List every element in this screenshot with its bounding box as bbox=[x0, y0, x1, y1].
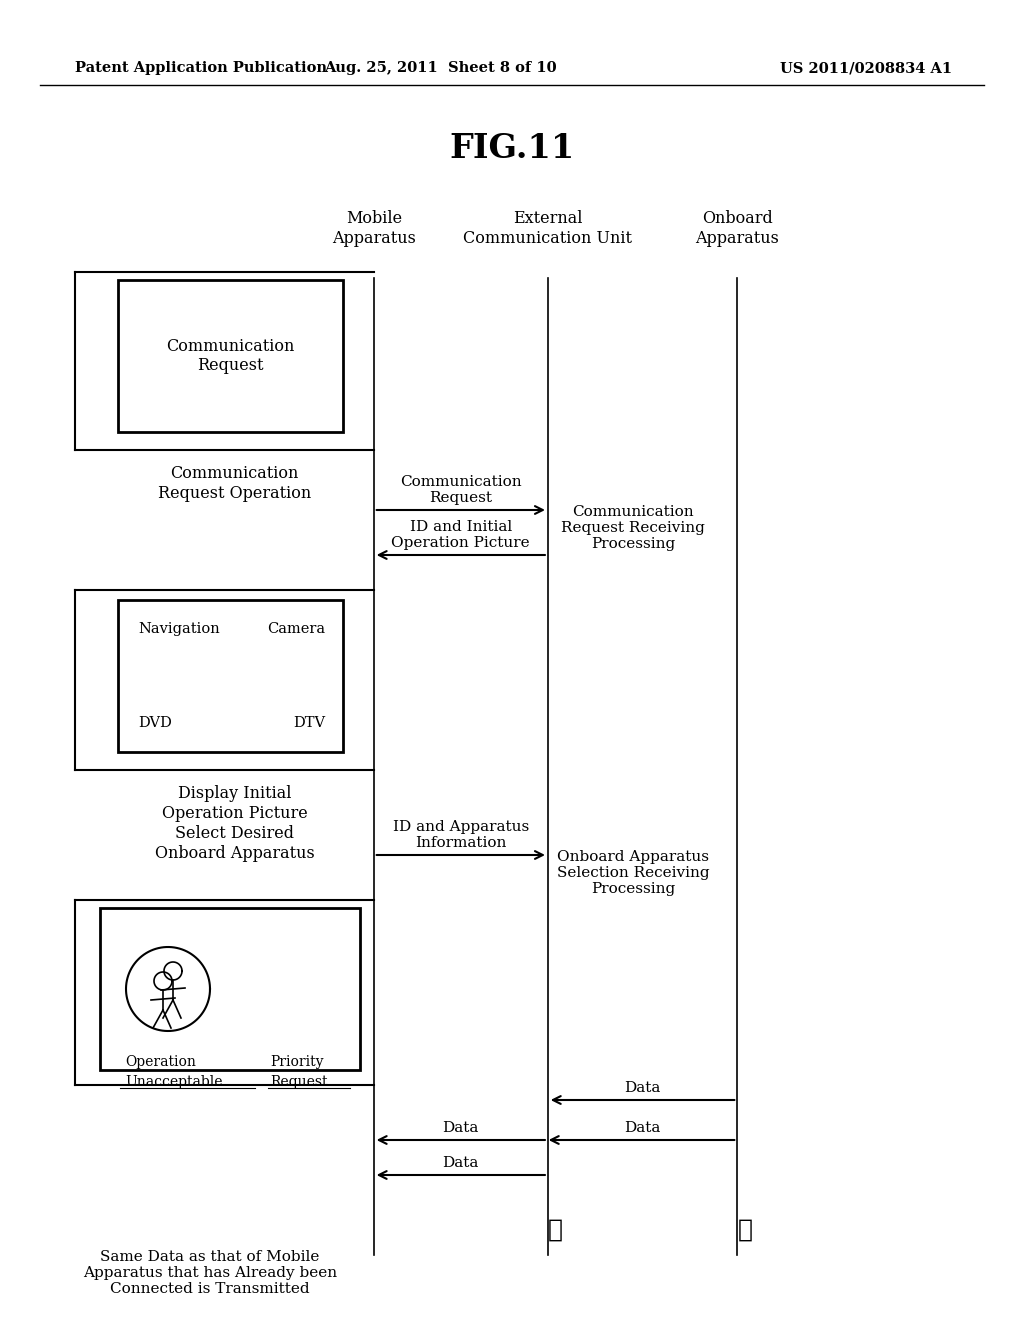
Text: Priority: Priority bbox=[270, 1055, 324, 1069]
Text: DTV: DTV bbox=[293, 715, 325, 730]
Text: Mobile
Apparatus: Mobile Apparatus bbox=[332, 210, 416, 247]
Text: Same Data as that of Mobile
Apparatus that has Already been
Connected is Transmi: Same Data as that of Mobile Apparatus th… bbox=[83, 1250, 337, 1296]
Text: External
Communication Unit: External Communication Unit bbox=[463, 210, 633, 247]
Text: Camera: Camera bbox=[267, 622, 325, 636]
Text: Select Desired
Onboard Apparatus: Select Desired Onboard Apparatus bbox=[155, 825, 314, 862]
Text: Communication
Request: Communication Request bbox=[400, 475, 521, 506]
Text: US 2011/0208834 A1: US 2011/0208834 A1 bbox=[780, 61, 952, 75]
Text: ID and Initial
Operation Picture: ID and Initial Operation Picture bbox=[391, 520, 530, 550]
Text: ID and Apparatus
Information: ID and Apparatus Information bbox=[392, 820, 529, 850]
Text: ⁞: ⁞ bbox=[532, 1218, 563, 1242]
Text: Onboard
Apparatus: Onboard Apparatus bbox=[695, 210, 779, 247]
Text: Communication
Request: Communication Request bbox=[166, 338, 295, 375]
Text: Data: Data bbox=[625, 1081, 660, 1096]
Text: Data: Data bbox=[442, 1156, 479, 1170]
Text: Display Initial
Operation Picture: Display Initial Operation Picture bbox=[162, 785, 307, 821]
Text: ⁞: ⁞ bbox=[722, 1218, 753, 1242]
Text: Communication
Request Operation: Communication Request Operation bbox=[158, 465, 311, 502]
Text: Data: Data bbox=[442, 1121, 479, 1135]
Text: Unacceptable: Unacceptable bbox=[125, 1074, 222, 1089]
Text: FIG.11: FIG.11 bbox=[450, 132, 574, 165]
Text: Aug. 25, 2011  Sheet 8 of 10: Aug. 25, 2011 Sheet 8 of 10 bbox=[324, 61, 557, 75]
Text: Operation: Operation bbox=[125, 1055, 196, 1069]
Text: Data: Data bbox=[625, 1121, 660, 1135]
Text: DVD: DVD bbox=[138, 715, 172, 730]
Text: Communication
Request Receiving
Processing: Communication Request Receiving Processi… bbox=[561, 506, 705, 552]
Text: Patent Application Publication: Patent Application Publication bbox=[75, 61, 327, 75]
Bar bbox=[118, 601, 343, 752]
Text: Navigation: Navigation bbox=[138, 622, 220, 636]
Bar bbox=[100, 908, 360, 1071]
Text: Onboard Apparatus
Selection Receiving
Processing: Onboard Apparatus Selection Receiving Pr… bbox=[556, 850, 710, 896]
Text: Request: Request bbox=[270, 1074, 328, 1089]
Bar bbox=[118, 280, 343, 432]
